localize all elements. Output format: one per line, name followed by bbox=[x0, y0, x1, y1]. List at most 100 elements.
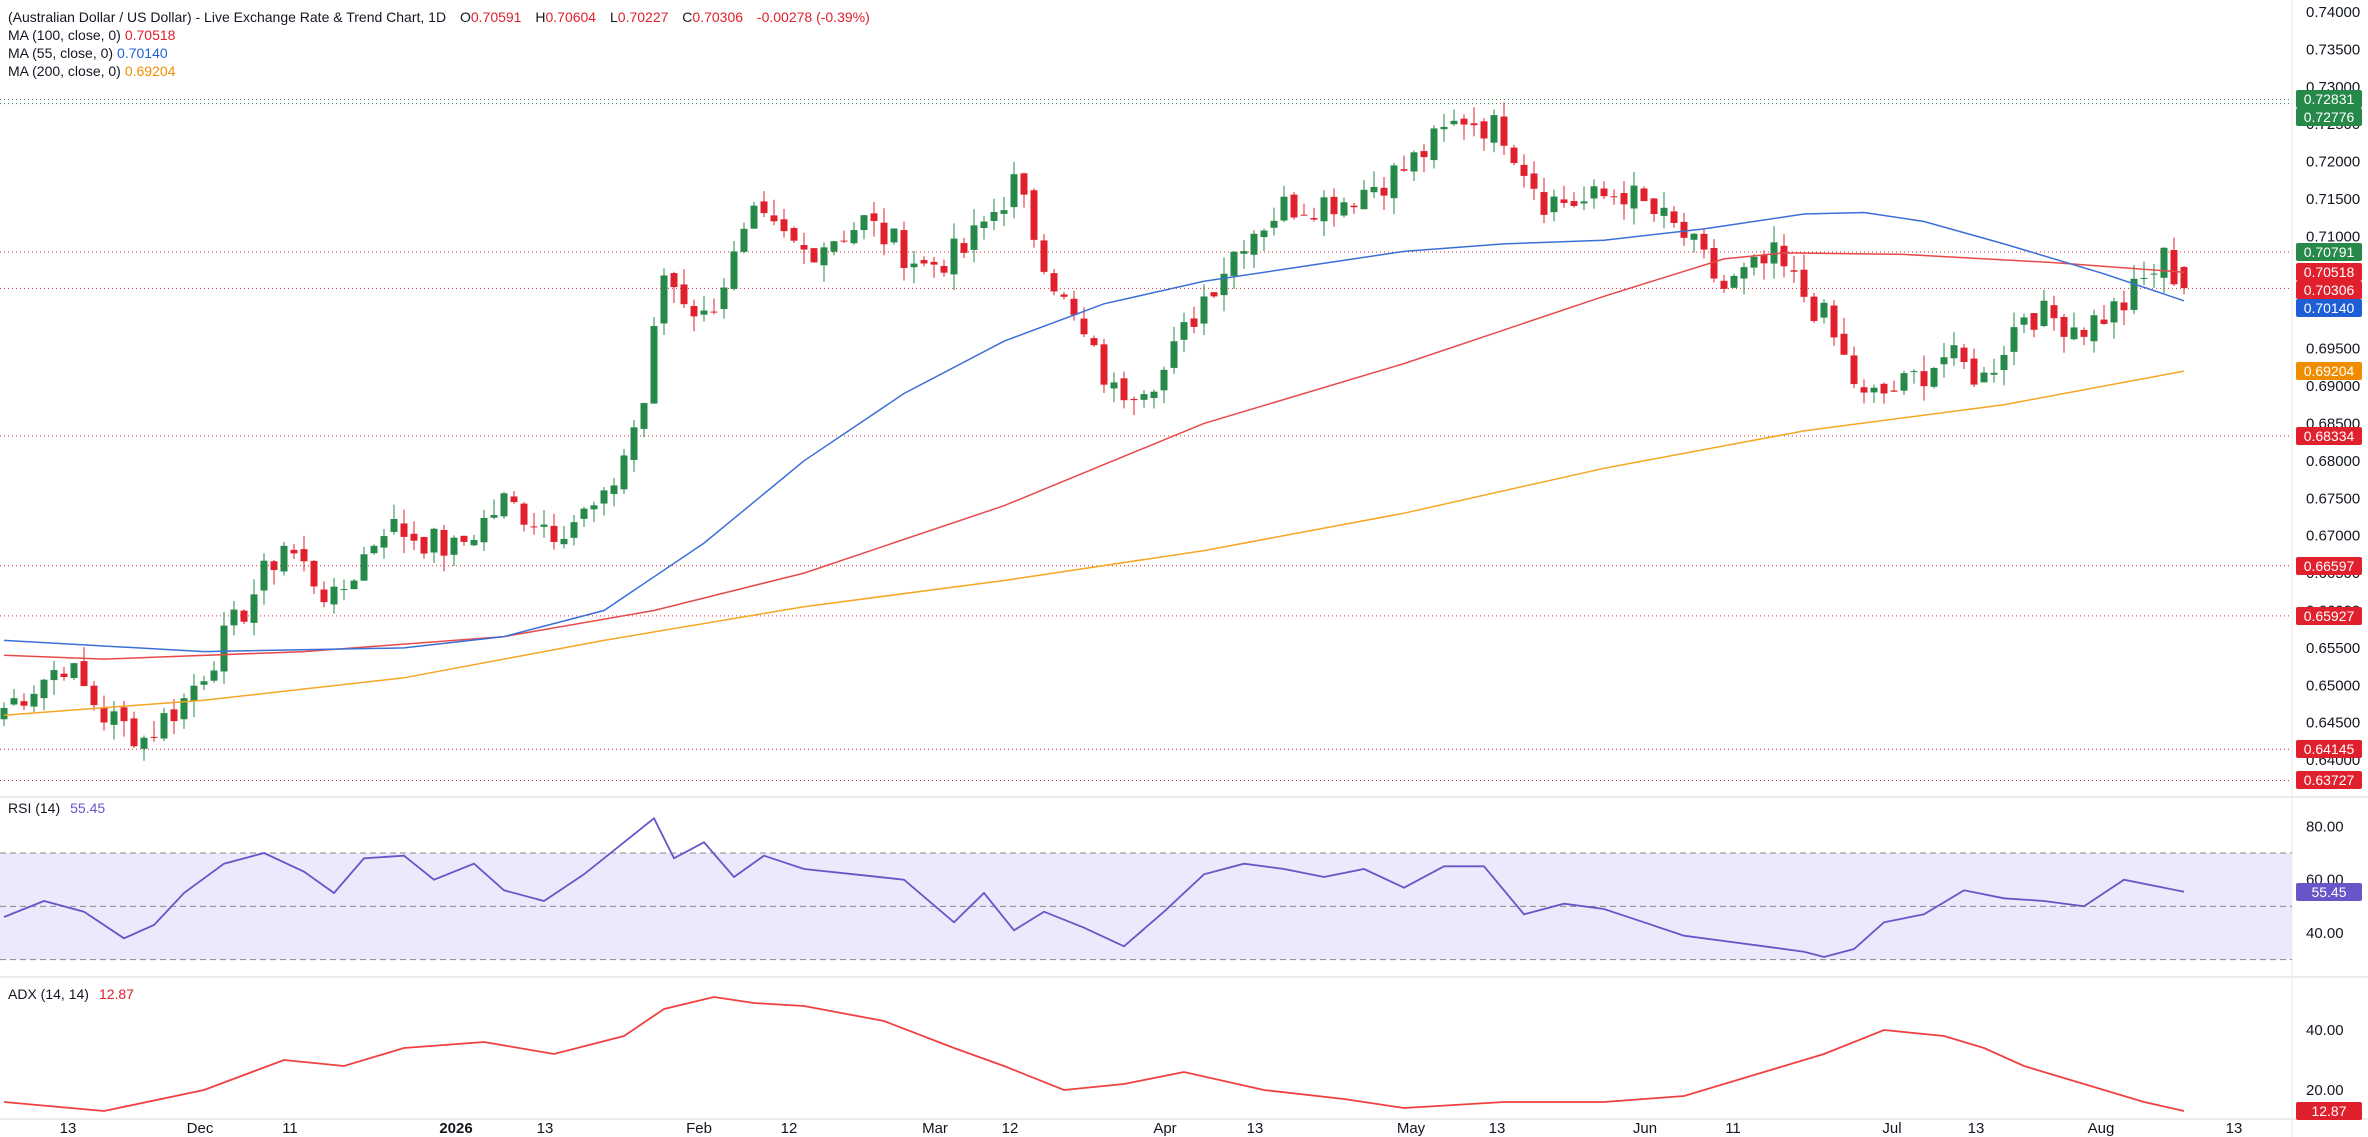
candle-body bbox=[400, 523, 408, 537]
ma55-label: MA (55, close, 0) bbox=[8, 45, 114, 61]
candle-body bbox=[360, 554, 368, 581]
candle-body bbox=[1500, 116, 1508, 146]
candle-body bbox=[2160, 247, 2168, 278]
candle-body bbox=[240, 610, 248, 622]
change-value: -0.00278 (-0.39%) bbox=[756, 9, 870, 25]
candle-body bbox=[190, 685, 198, 702]
rsi-legend[interactable]: RSI (14) 55.45 bbox=[8, 799, 105, 817]
candle-body bbox=[2180, 267, 2188, 289]
candle-body bbox=[960, 243, 968, 253]
ma200-label: MA (200, close, 0) bbox=[8, 63, 121, 79]
candle-body bbox=[2030, 313, 2038, 330]
candle-body bbox=[130, 718, 138, 747]
adx-tick-label: 20.00 bbox=[2306, 1082, 2344, 1099]
candle-body bbox=[1830, 305, 1838, 338]
price-badge: 0.72776 bbox=[2296, 108, 2362, 127]
candle-body bbox=[1170, 341, 1178, 368]
candle-body bbox=[1710, 248, 1718, 279]
candle-body bbox=[420, 536, 428, 554]
price-tick-label: 0.69500 bbox=[2306, 341, 2360, 358]
candle-body bbox=[1640, 188, 1648, 202]
price-tick-label: 0.68000 bbox=[2306, 453, 2360, 470]
candle-body bbox=[1020, 173, 1028, 195]
candle-body bbox=[380, 536, 388, 548]
candle-body bbox=[1060, 294, 1068, 297]
open-label: O bbox=[459, 9, 471, 25]
candle-body bbox=[1190, 318, 1198, 327]
candle-body bbox=[690, 305, 698, 317]
candle-body bbox=[510, 496, 518, 503]
date-tick-label: Dec bbox=[187, 1120, 214, 1137]
candle-body bbox=[530, 526, 538, 528]
candle-body bbox=[2170, 250, 2178, 285]
date-tick-label: Feb bbox=[686, 1120, 712, 1137]
price-badge: 0.64145 bbox=[2296, 740, 2362, 759]
adx-legend[interactable]: ADX (14, 14) 12.87 bbox=[8, 985, 134, 1003]
candle-body bbox=[2040, 300, 2048, 326]
candle-body bbox=[1380, 187, 1388, 196]
candle-body bbox=[450, 537, 458, 555]
candle-body bbox=[490, 515, 498, 518]
candle-body bbox=[100, 707, 108, 723]
price-tick-label: 0.67000 bbox=[2306, 528, 2360, 545]
candle-body bbox=[370, 545, 378, 554]
candle-body bbox=[630, 427, 638, 460]
ma100-label: MA (100, close, 0) bbox=[8, 27, 121, 43]
candle-body bbox=[320, 589, 328, 603]
candle-body bbox=[890, 228, 898, 243]
candle-body bbox=[980, 221, 988, 228]
candle-body bbox=[230, 609, 238, 626]
candle-body bbox=[1280, 196, 1288, 221]
date-axis[interactable]: 13 Dec 11 2026 13 Feb 12 Mar 12 Apr 13 May 13 Jun 11 Ju… bbox=[60, 1120, 2243, 1137]
candle-body bbox=[2010, 327, 2018, 352]
adx-label: ADX (14, 14) bbox=[8, 986, 89, 1002]
candle-body bbox=[1620, 193, 1628, 205]
candle-body bbox=[1350, 205, 1358, 208]
ma200-legend[interactable]: MA (200, close, 0) 0.69204 bbox=[8, 62, 175, 80]
candle-body bbox=[1790, 270, 1798, 272]
candle-body bbox=[1220, 273, 1228, 296]
candle-body bbox=[1780, 245, 1788, 267]
adx-line bbox=[3, 996, 2185, 1112]
candle-body bbox=[1370, 186, 1378, 193]
ma200-value: 0.69204 bbox=[124, 63, 176, 79]
candle-body bbox=[730, 251, 738, 289]
date-tick-label: Aug bbox=[2088, 1120, 2115, 1137]
candle-body bbox=[1360, 189, 1368, 210]
candle-body bbox=[910, 263, 918, 268]
candle-body bbox=[1690, 233, 1698, 240]
ma55-legend[interactable]: MA (55, close, 0) 0.70140 bbox=[8, 44, 168, 62]
candle-body bbox=[2050, 305, 2058, 319]
candle-body bbox=[760, 201, 768, 214]
candle-body bbox=[720, 287, 728, 309]
date-tick-label: 11 bbox=[1725, 1120, 1741, 1137]
candle-body bbox=[1910, 371, 1918, 373]
candle-body bbox=[430, 528, 438, 553]
date-tick-label: 13 bbox=[60, 1120, 77, 1137]
candle-body bbox=[1470, 123, 1478, 126]
candle-body bbox=[820, 247, 828, 266]
candle-body bbox=[80, 661, 88, 686]
candle-body bbox=[1700, 233, 1708, 250]
candle-body bbox=[1650, 198, 1658, 215]
candle-body bbox=[2070, 327, 2078, 340]
date-tick-label: Jul bbox=[1882, 1120, 1901, 1137]
price-badge: 0.66597 bbox=[2296, 556, 2362, 575]
candle-body bbox=[570, 522, 578, 538]
candle-body bbox=[1880, 383, 1888, 394]
candle-body bbox=[1160, 369, 1168, 391]
candle-body bbox=[740, 228, 748, 252]
price-tick-label: 0.74000 bbox=[2306, 4, 2360, 21]
candle-body bbox=[1340, 202, 1348, 216]
candle-body bbox=[1480, 121, 1488, 139]
candle-body bbox=[680, 284, 688, 305]
ma100-legend[interactable]: MA (100, close, 0) 0.70518 bbox=[8, 26, 175, 44]
candle-body bbox=[330, 586, 338, 605]
price-tick-label: 0.64500 bbox=[2306, 715, 2360, 732]
candle-body bbox=[1810, 296, 1818, 322]
candle-body bbox=[1890, 390, 1898, 392]
candle-body bbox=[300, 549, 308, 562]
adx-tick-label: 40.00 bbox=[2306, 1022, 2344, 1039]
candle-body bbox=[700, 310, 708, 315]
